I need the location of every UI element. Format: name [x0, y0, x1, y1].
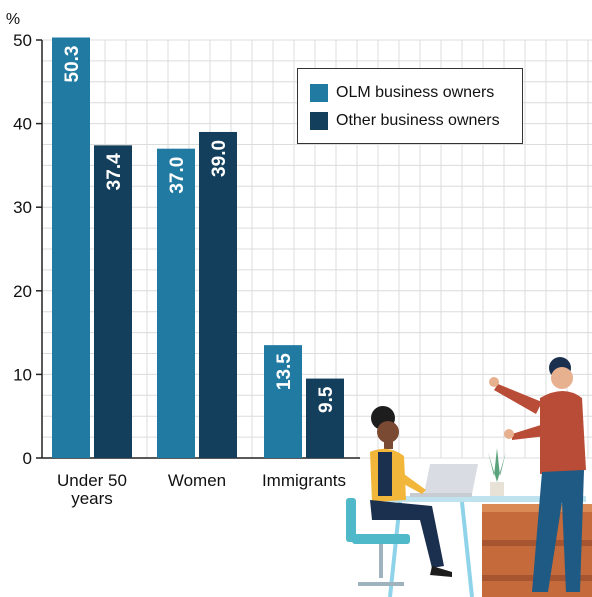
y-tick-label: 40 — [13, 115, 32, 134]
legend-item-other: Other business owners — [310, 107, 510, 135]
labels: 0 10 20 30 40 50% 50.3 37.4 Under 50 years 37.0 39.… — [6, 11, 346, 508]
bar-other-1 — [199, 131, 237, 458]
y-tick-label: 20 — [13, 282, 32, 301]
legend-item-olm: OLM business owners — [310, 79, 510, 107]
bar-olm-0 — [52, 37, 90, 458]
bar-other-0 — [94, 145, 132, 458]
office-illustration — [346, 357, 592, 597]
bar-value-label: 37.4 — [104, 153, 125, 190]
y-unit-label: % — [6, 11, 20, 28]
bar-olm-1 — [157, 148, 195, 458]
y-tick-label: 10 — [13, 365, 32, 384]
legend-swatch-olm — [310, 84, 328, 102]
x-category-label: Under 50 years — [57, 471, 127, 508]
bar-value-label: 37.0 — [167, 157, 188, 194]
bar-value-label: 13.5 — [274, 353, 295, 390]
legend-label-olm: OLM business owners — [336, 84, 495, 101]
x-category-label: Immigrants — [262, 471, 346, 490]
y-tick-label: 50 — [13, 31, 32, 50]
legend-label-other: Other business owners — [336, 112, 500, 129]
bar-value-label: 9.5 — [316, 386, 337, 413]
bar-olm-2 — [264, 345, 302, 458]
x-category-label: Women — [168, 471, 226, 490]
legend-swatch-other — [310, 112, 328, 130]
legend: OLM business owners Other business owner… — [297, 68, 523, 144]
y-tick-label: 30 — [13, 198, 32, 217]
bar-other-2 — [306, 378, 344, 458]
y-tick-label: 0 — [23, 449, 32, 468]
bar-value-label: 50.3 — [62, 45, 83, 82]
bar-value-label: 39.0 — [209, 140, 230, 177]
bars — [52, 37, 344, 458]
